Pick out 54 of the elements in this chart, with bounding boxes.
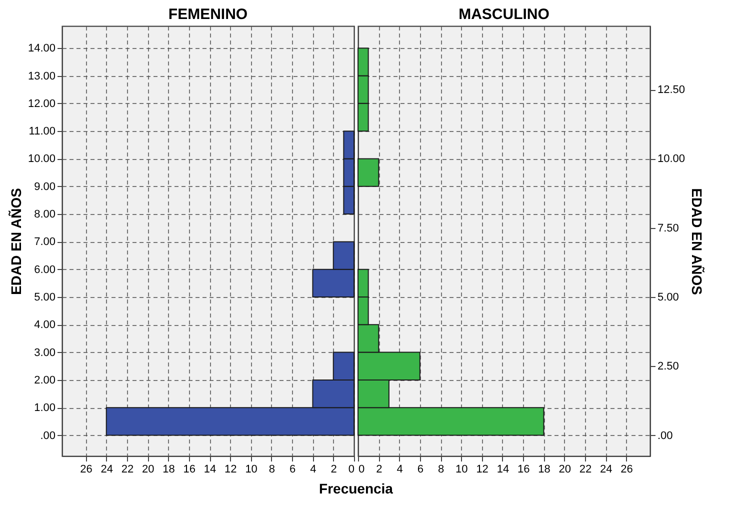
x-tick-label: 2: [376, 464, 382, 476]
x-axis-title: Frecuencia: [319, 480, 394, 497]
y-tick-label: 10.00: [28, 153, 56, 166]
y-tick-label: 5.00: [34, 291, 56, 304]
y-tick-label: .00: [40, 430, 56, 442]
text: 2.50: [658, 360, 679, 373]
x-tick-label: 8: [438, 464, 444, 476]
y-tick-label: 4.00: [34, 319, 56, 332]
text: 5.00: [658, 291, 679, 304]
y-tick-label: 14.00: [28, 42, 56, 55]
x-tick-label: 24: [600, 464, 612, 476]
text: 10.00: [658, 153, 686, 166]
x-tick-label: 22: [121, 464, 134, 476]
text: 7.50: [658, 222, 679, 234]
text: 12.50: [658, 84, 686, 96]
x-tick-label: 4: [310, 464, 316, 476]
y-tick-label: 13.00: [28, 70, 56, 82]
x-tick-label: 12: [224, 464, 237, 476]
x-tick-label: 16: [517, 464, 530, 476]
y-axis-title: EDAD EN AÑOS: [8, 188, 24, 295]
x-tick-label: 26: [620, 464, 633, 476]
y-tick-label: 7.00: [34, 236, 56, 248]
y-tick-label: 6.00: [34, 264, 56, 276]
x-tick-label: 0: [348, 464, 354, 476]
x-tick-label: 6: [290, 464, 296, 476]
x-tick-label: 14: [496, 464, 510, 476]
text: .00: [658, 430, 673, 442]
y-tick-label: 2.00: [34, 374, 56, 386]
x-tick-label: 4: [396, 464, 403, 476]
y-tick-label: 8.00: [34, 208, 56, 221]
y2-axis-title: EDAD EN AÑOS: [689, 188, 706, 295]
x-tick-label: 0: [358, 464, 365, 476]
x-tick-label: 10: [245, 464, 258, 476]
x-tick-label: 8: [268, 464, 276, 476]
x-tick-label: 16: [183, 464, 196, 476]
y-tick-label: 3.00: [34, 346, 56, 359]
x-tick-label: 20: [558, 464, 571, 476]
chart-title: FEMENINO: [168, 6, 248, 23]
x-tick-label: 18: [162, 464, 175, 476]
x-tick-label: 20: [142, 464, 154, 476]
x-tick-label: 2: [330, 464, 337, 476]
x-tick-label: 6: [417, 464, 424, 476]
x-tick-label: 14: [204, 464, 216, 476]
x-tick-label: 10: [456, 464, 468, 476]
y-tick-label: 9.00: [34, 180, 56, 193]
x-tick-label: 24: [100, 464, 113, 476]
x-tick-label: 22: [579, 464, 592, 476]
x-tick-label: 18: [538, 464, 550, 476]
chart-title: MASCULINO: [458, 6, 550, 23]
y-tick-label: 1.00: [34, 402, 56, 414]
y-tick-label: 11.00: [28, 126, 56, 138]
y-tick-label: 12.00: [28, 98, 56, 110]
x-tick-label: 26: [80, 464, 92, 476]
x-tick-label: 12: [476, 464, 488, 476]
